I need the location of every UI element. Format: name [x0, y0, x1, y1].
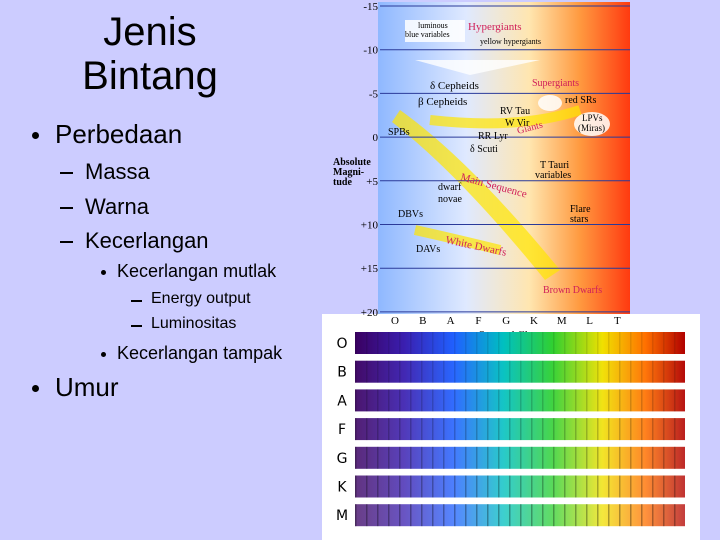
- bullet-marker: [32, 131, 39, 139]
- y-tick-label: +20: [361, 307, 379, 319]
- bullet-marker: [101, 351, 106, 357]
- region-label: DAVs: [416, 244, 440, 255]
- bullet-text: Kecerlangan tampak: [117, 343, 283, 364]
- bullet-marker: [131, 325, 142, 327]
- region-label: red SRs: [565, 95, 597, 106]
- absorption-lines: [355, 360, 685, 383]
- y-tick-label: +5: [366, 176, 378, 188]
- spectral-class-label: O: [336, 336, 347, 352]
- y-tick-label: -15: [363, 1, 378, 13]
- spectral-class-label: F: [338, 422, 346, 438]
- absorption-lines: [355, 446, 685, 469]
- region-label: luminous: [418, 21, 448, 30]
- region-label: (Miras): [578, 123, 605, 133]
- spectral-class-label: B: [337, 365, 347, 381]
- bullet-marker: [60, 207, 73, 209]
- bullet-marker: [32, 384, 39, 392]
- bullet-marker: [60, 172, 73, 174]
- y-tick-label: +10: [361, 220, 379, 232]
- absorption-lines: [355, 475, 685, 498]
- spectral-class: T: [614, 315, 621, 327]
- bullet-marker: [101, 269, 106, 275]
- shape: [538, 95, 562, 111]
- region-label: variables: [535, 170, 571, 181]
- bullet-text: Kecerlangan: [85, 227, 209, 253]
- region-label: β Cepheids: [418, 96, 467, 108]
- region-label: yellow hypergiants: [480, 37, 541, 46]
- bullet-text: Warna: [85, 193, 149, 219]
- region-label: novae: [438, 194, 462, 205]
- bullet-text: Umur: [55, 372, 119, 403]
- region-label: LPVs: [582, 113, 603, 123]
- region-label: Brown Dwarfs: [543, 285, 602, 296]
- region-label: T Tauri: [540, 160, 569, 171]
- bullet-text: Massa: [85, 158, 150, 184]
- region-label: dwarf: [438, 182, 462, 193]
- region-label: δ Cepheids: [430, 80, 479, 92]
- region-label: RR Lyr: [478, 131, 508, 142]
- y-axis-label: Absolute: [333, 157, 371, 168]
- bullet-text: Luminositas: [151, 315, 237, 333]
- bullet-marker: [60, 241, 73, 243]
- spectral-class-label: G: [337, 451, 348, 467]
- shape: [574, 112, 610, 136]
- region-label: Flare: [570, 204, 591, 215]
- hr-background: [378, 2, 630, 317]
- absorption-lines: [355, 418, 685, 441]
- giant-branch: [429, 105, 582, 129]
- region-label: W Vir: [505, 118, 530, 129]
- bullet-text: Perbedaan: [55, 119, 183, 150]
- spectral-class: O: [391, 315, 399, 327]
- absorption-lines: [355, 332, 685, 354]
- spectral-class: L: [586, 315, 593, 327]
- shape: [405, 20, 465, 42]
- spectral-class-label: A: [337, 393, 347, 409]
- region-label: SPBs: [388, 127, 410, 138]
- bullet-marker: [131, 300, 142, 302]
- region-label: stars: [570, 214, 588, 225]
- y-axis-label: Magni-: [333, 167, 364, 178]
- bullet-text: Energy output: [151, 290, 251, 308]
- slide-title: Jenis Bintang: [82, 10, 218, 98]
- absorption-lines: [355, 504, 685, 527]
- spectral-class: B: [419, 315, 426, 327]
- spectral-class: G: [502, 315, 510, 327]
- bullet-text: Kecerlangan mutlak: [117, 261, 277, 282]
- absorption-lines: [355, 389, 685, 412]
- y-axis-label: tude: [333, 177, 352, 188]
- region-label: δ Scuti: [470, 144, 498, 155]
- spectral-class-label: K: [337, 480, 347, 496]
- region-label: RV Tau: [500, 106, 530, 117]
- spectral-class: F: [475, 315, 481, 327]
- main-sequence-band: [392, 110, 560, 280]
- white-dwarf-band: [413, 225, 502, 255]
- region-label: DBVs: [398, 209, 423, 220]
- y-tick-label: -5: [369, 88, 379, 100]
- region-label: Supergiants: [532, 78, 579, 89]
- shape: [415, 60, 540, 75]
- spectral-class: K: [530, 315, 538, 327]
- y-tick-label: 0: [373, 132, 379, 144]
- region-label: blue variables: [405, 30, 450, 39]
- spectral-class: M: [557, 315, 567, 327]
- region-label: Hypergiants: [468, 21, 522, 33]
- spectral-class-label: M: [336, 508, 348, 524]
- y-tick-label: -10: [363, 45, 378, 57]
- spectral-class: A: [447, 315, 455, 327]
- y-tick-label: +15: [361, 263, 379, 275]
